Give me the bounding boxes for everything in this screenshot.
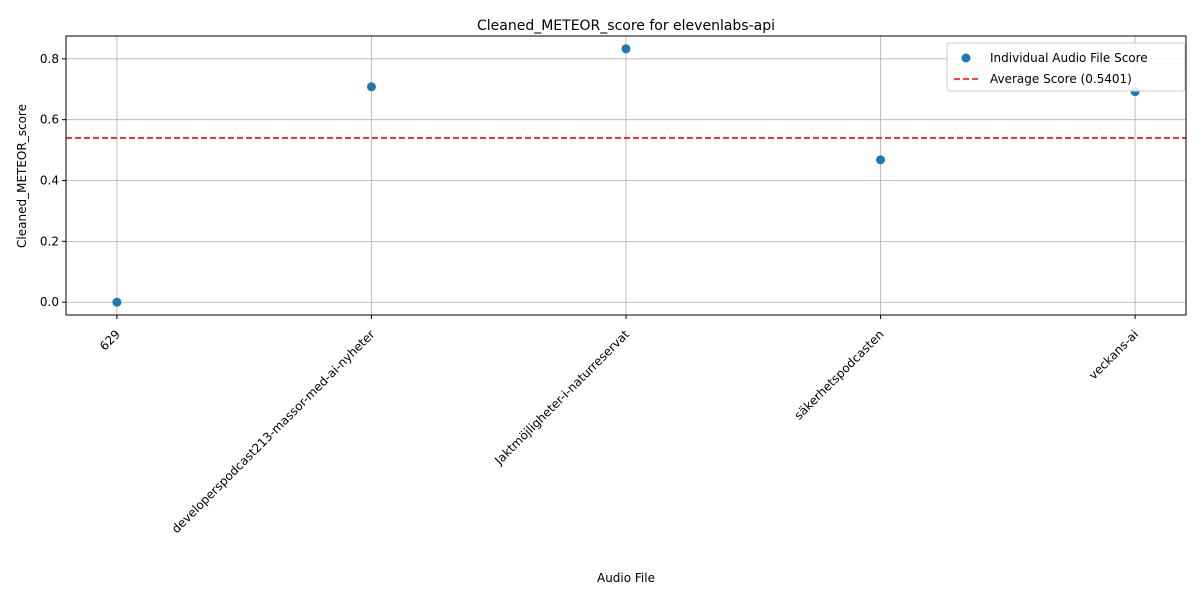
legend: Individual Audio File Score Average Scor…	[946, 42, 1186, 92]
legend-scatter-marker	[961, 53, 971, 63]
legend-label-scores: Individual Audio File Score	[990, 51, 1148, 65]
legend-label-average: Average Score (0.5401)	[990, 72, 1132, 86]
y-tick-label: 0.4	[40, 174, 59, 188]
data-point	[621, 44, 631, 54]
x-axis-label: Audio File	[597, 571, 655, 585]
y-tick-label: 0.2	[40, 234, 59, 248]
y-tick-label: 0.6	[40, 113, 59, 127]
legend-box	[946, 42, 1186, 92]
data-point	[876, 155, 886, 165]
data-point	[366, 82, 376, 92]
data-points	[112, 44, 1140, 307]
data-point	[112, 297, 122, 307]
chart-title: Cleaned_METEOR_score for elevenlabs-api	[477, 18, 775, 34]
y-tick-label: 0.0	[40, 295, 59, 309]
y-tick-label: 0.8	[40, 52, 59, 66]
grid	[66, 36, 1186, 315]
y-axis-ticks: 0.0 0.2 0.4 0.6 0.8	[40, 52, 66, 309]
y-axis-label: Cleaned_METEOR_score	[15, 104, 29, 248]
